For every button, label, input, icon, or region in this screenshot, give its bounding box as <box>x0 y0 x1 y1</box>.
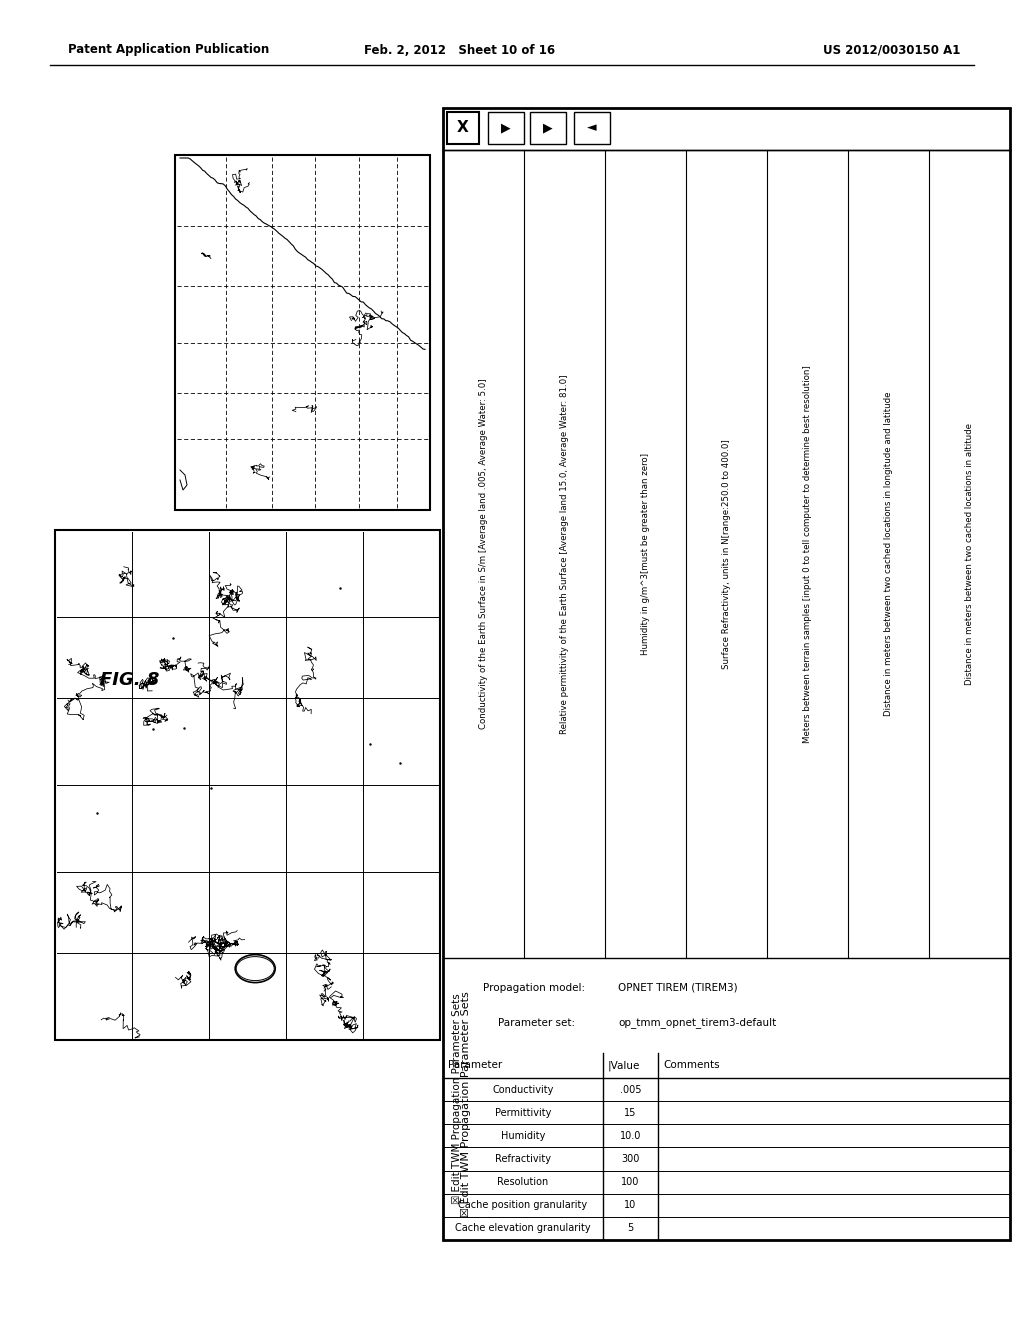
Text: 5: 5 <box>628 1224 634 1233</box>
Text: X: X <box>457 120 469 136</box>
Text: Humidity: Humidity <box>501 1131 545 1140</box>
Text: Relative permittivity of the Earth Surface [Average land 15.0, Average Water: 81: Relative permittivity of the Earth Surfa… <box>560 375 569 734</box>
Text: Comments: Comments <box>663 1060 720 1071</box>
Text: Meters between terrain samples [input 0 to tell computer to determine best resol: Meters between terrain samples [input 0 … <box>803 366 812 743</box>
Text: Cache position granularity: Cache position granularity <box>459 1200 588 1210</box>
Text: ◄: ◄ <box>587 121 597 135</box>
Text: Distance in meters between two cached locations in longitude and latitude: Distance in meters between two cached lo… <box>884 392 893 717</box>
Text: 10.0: 10.0 <box>620 1131 641 1140</box>
Bar <box>530 112 566 144</box>
Bar <box>175 154 430 510</box>
Text: ☒ Edit TWM Propagation Parameter Sets: ☒ Edit TWM Propagation Parameter Sets <box>461 991 471 1217</box>
Text: Propagation model:: Propagation model: <box>483 983 585 993</box>
Bar <box>443 108 1010 1239</box>
Text: Feb. 2, 2012   Sheet 10 of 16: Feb. 2, 2012 Sheet 10 of 16 <box>365 44 556 57</box>
Text: ☒ Edit TWM Propagation Parameter Sets: ☒ Edit TWM Propagation Parameter Sets <box>452 994 462 1204</box>
Text: op_tmm_opnet_tirem3-default: op_tmm_opnet_tirem3-default <box>618 1018 776 1028</box>
Bar <box>574 112 610 144</box>
Text: Refractivity: Refractivity <box>495 1154 551 1164</box>
Text: ▶: ▶ <box>543 121 553 135</box>
Text: Distance in meters between two cached locations in altitude: Distance in meters between two cached lo… <box>965 422 974 685</box>
Text: Parameter: Parameter <box>449 1060 502 1071</box>
Text: US 2012/0030150 A1: US 2012/0030150 A1 <box>822 44 961 57</box>
Text: .005: .005 <box>620 1085 641 1094</box>
Text: Conductivity: Conductivity <box>493 1085 554 1094</box>
Text: Patent Application Publication: Patent Application Publication <box>68 44 269 57</box>
Bar <box>55 531 440 1040</box>
Text: FIG. 8: FIG. 8 <box>100 671 160 689</box>
Bar <box>447 112 479 144</box>
Text: Permittivity: Permittivity <box>495 1107 551 1118</box>
Text: ▶: ▶ <box>501 121 511 135</box>
Text: 15: 15 <box>625 1107 637 1118</box>
Text: Surface Refractivity, units in N[range:250.0 to 400.0]: Surface Refractivity, units in N[range:2… <box>722 440 731 669</box>
Text: 100: 100 <box>622 1177 640 1187</box>
Text: Conductivity of the Earth Surface in S/m [Average land .005, Average Water: 5.0]: Conductivity of the Earth Surface in S/m… <box>479 379 488 730</box>
Text: 300: 300 <box>622 1154 640 1164</box>
Ellipse shape <box>236 954 275 982</box>
Text: 10: 10 <box>625 1200 637 1210</box>
Text: |Value: |Value <box>608 1060 640 1071</box>
Text: Humidity in g/m^3[must be greater than zero]: Humidity in g/m^3[must be greater than z… <box>641 453 650 655</box>
Text: Cache elevation granularity: Cache elevation granularity <box>456 1224 591 1233</box>
Bar <box>488 112 524 144</box>
Text: OPNET TIREM (TIREM3): OPNET TIREM (TIREM3) <box>618 983 737 993</box>
Text: Resolution: Resolution <box>498 1177 549 1187</box>
Text: Parameter set:: Parameter set: <box>498 1018 575 1028</box>
